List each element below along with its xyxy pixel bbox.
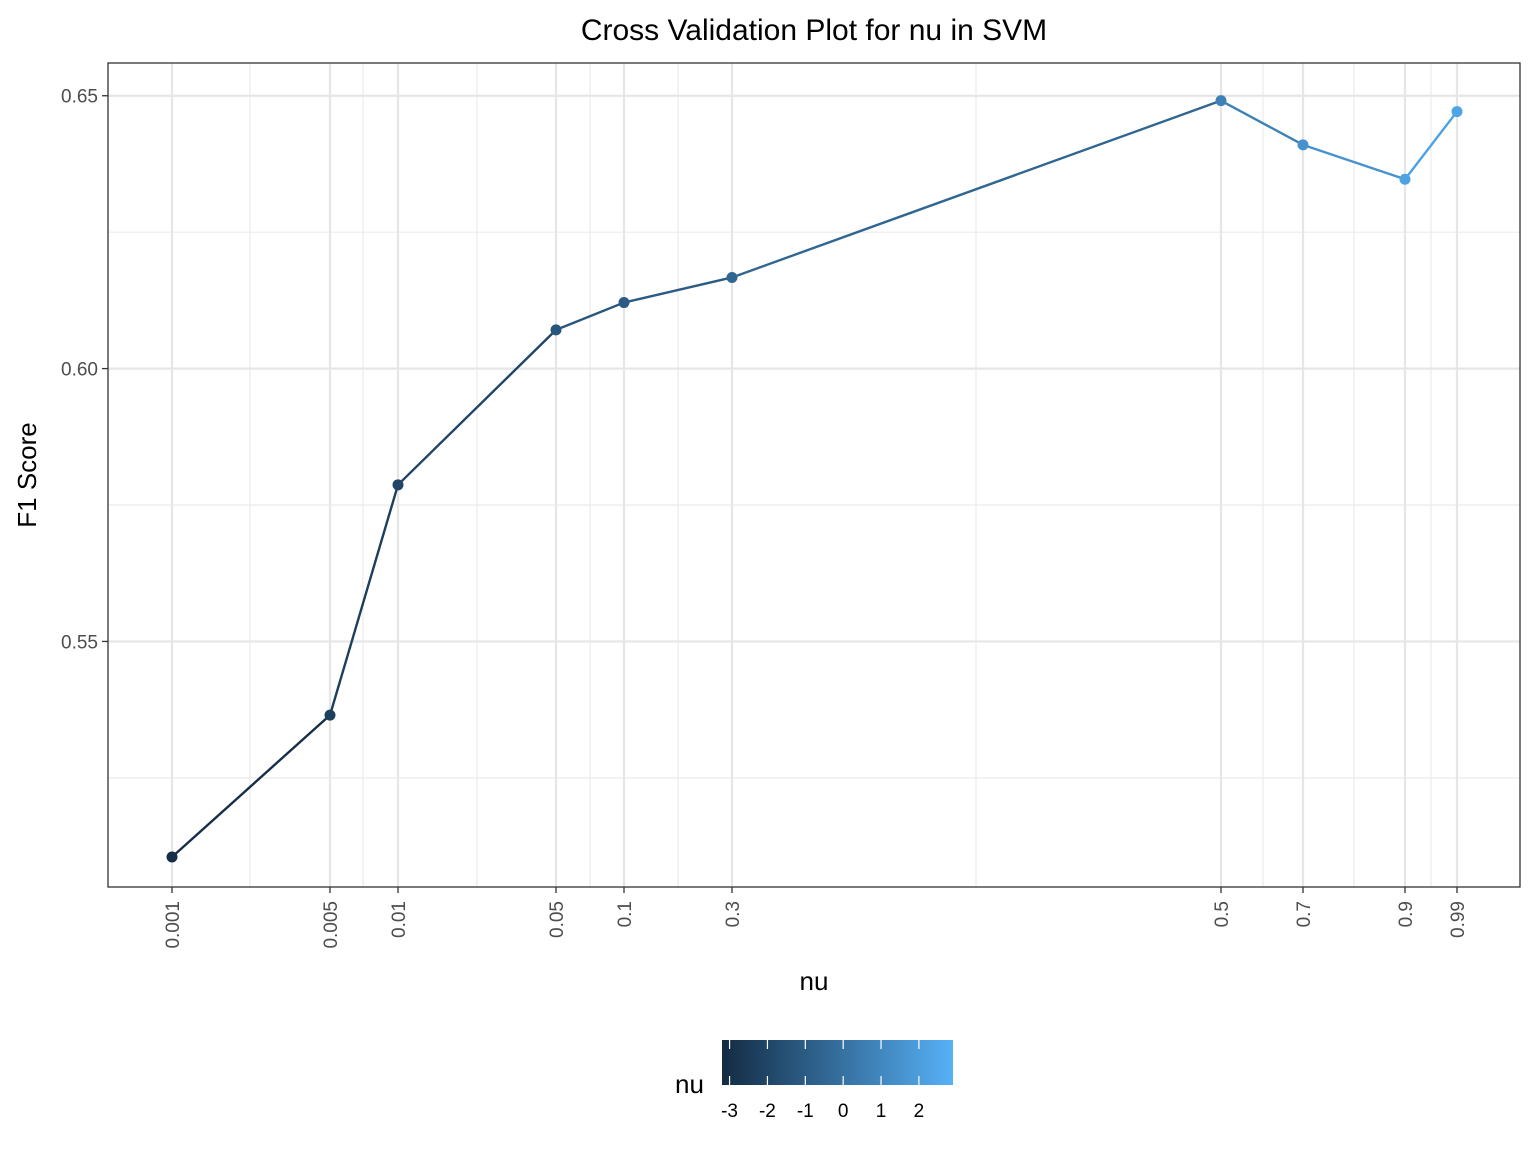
legend-tick-label: 1 xyxy=(876,1101,887,1122)
data-point xyxy=(1215,95,1227,107)
series-line-segment xyxy=(170,713,332,859)
x-tick-label: 0.1 xyxy=(615,901,636,927)
series-points xyxy=(166,95,1463,863)
series-line-segment xyxy=(622,276,734,304)
legend-tick-label: -1 xyxy=(797,1101,814,1122)
x-tick-label: 0.9 xyxy=(1396,901,1417,927)
x-axis-label: nu xyxy=(800,966,829,996)
data-point xyxy=(1399,173,1411,185)
legend-colorbar xyxy=(722,1040,953,1085)
data-point xyxy=(1297,139,1309,151)
x-tick-label: 0.3 xyxy=(723,901,744,927)
series-line-segment xyxy=(328,483,400,717)
x-axis: 0.001 0.005 0.01 0.05 0.1 0.3 0.5 0.7 0.9 0.99 xyxy=(163,887,1469,949)
data-point xyxy=(324,709,336,721)
data-point xyxy=(166,851,178,863)
data-point xyxy=(550,324,562,336)
x-tick-label: 0.005 xyxy=(321,901,342,949)
series-line-segment xyxy=(1219,99,1305,147)
data-point xyxy=(726,271,738,283)
chart-title: Cross Validation Plot for nu in SVM xyxy=(581,14,1047,47)
legend-tick-label: 0 xyxy=(838,1101,849,1122)
minor-gridlines xyxy=(108,63,1520,887)
legend-tick-label: -2 xyxy=(759,1101,776,1122)
major-gridlines xyxy=(108,63,1520,887)
series-line-segment xyxy=(1403,110,1459,181)
y-axis: 0.55 0.60 0.65 xyxy=(61,87,108,653)
y-tick-label: 0.65 xyxy=(61,87,98,108)
series-line-segment xyxy=(396,328,558,487)
legend-tick-label: 2 xyxy=(914,1101,925,1122)
legend-ticks: -3 -2 -1 0 1 2 xyxy=(721,1040,924,1122)
x-tick-label: 0.01 xyxy=(389,901,410,938)
series-line-segment xyxy=(554,301,626,332)
data-point xyxy=(1451,106,1463,118)
plot-panel-border xyxy=(107,62,1521,888)
data-point xyxy=(618,297,630,309)
x-tick-label: 0.05 xyxy=(547,901,568,938)
y-tick-label: 0.60 xyxy=(61,360,98,381)
y-axis-label: F1 Score xyxy=(12,422,42,528)
y-tick-label: 0.55 xyxy=(61,632,98,653)
legend-title: nu xyxy=(675,1069,704,1099)
legend: nu -3 -2 -1 0 1 2 xyxy=(675,1040,953,1122)
x-tick-label: 0.001 xyxy=(163,901,184,949)
series-line xyxy=(170,99,1459,859)
series-line-segment xyxy=(1301,143,1407,181)
x-tick-label: 0.7 xyxy=(1294,901,1315,927)
legend-tick-label: -3 xyxy=(721,1101,738,1122)
x-tick-label: 0.5 xyxy=(1212,901,1233,927)
data-point xyxy=(392,479,404,491)
series-line-segment xyxy=(730,99,1223,279)
x-tick-label: 0.99 xyxy=(1448,901,1469,938)
